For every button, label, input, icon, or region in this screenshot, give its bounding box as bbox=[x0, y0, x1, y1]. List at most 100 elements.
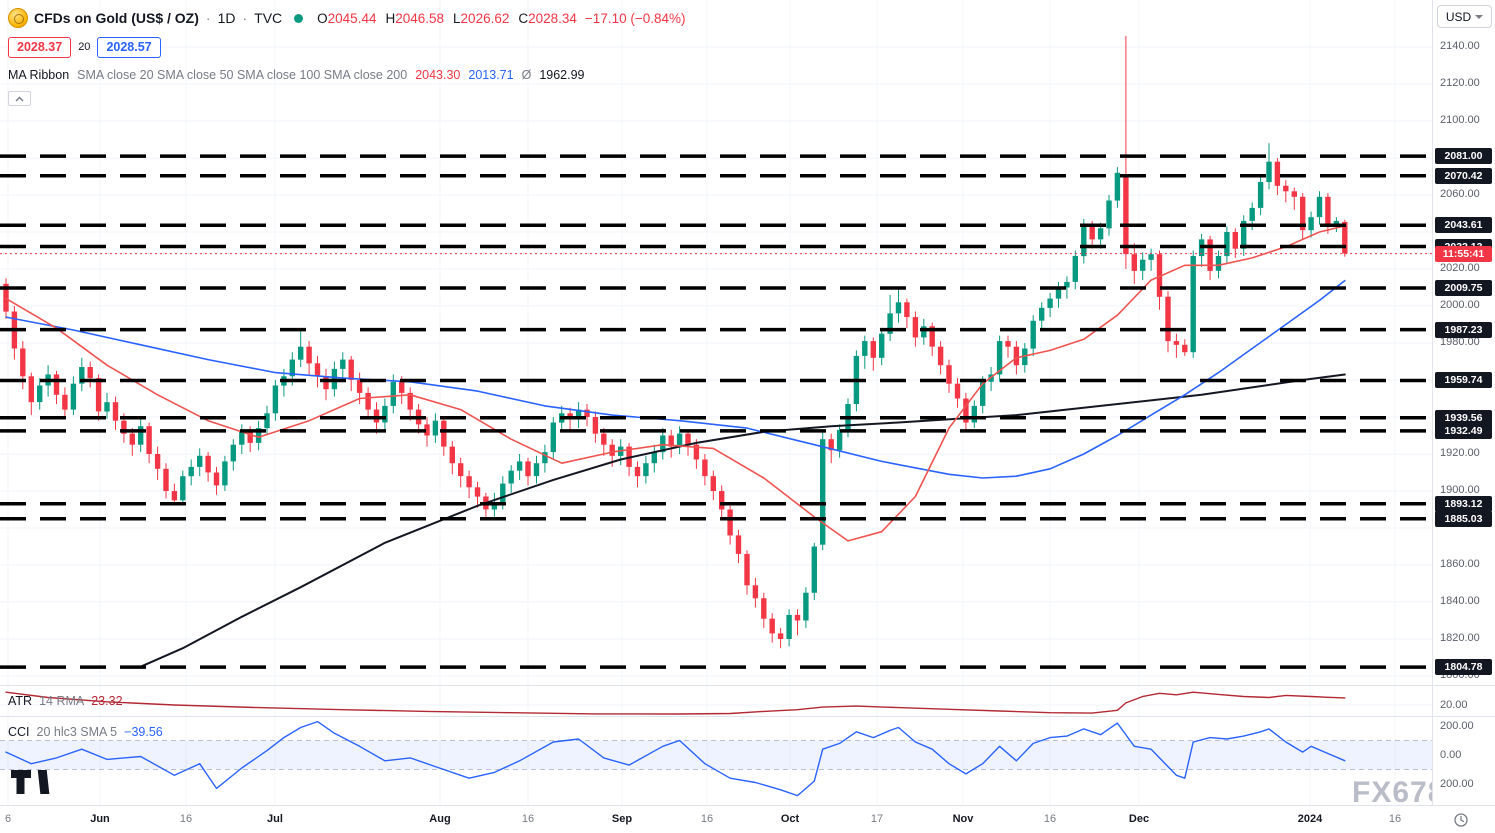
low-value: 2026.62 bbox=[460, 10, 510, 26]
grid-layer bbox=[0, 0, 1432, 805]
cci-title[interactable]: CCI bbox=[8, 725, 30, 739]
pane-separator bbox=[1433, 716, 1495, 717]
ask-price-button[interactable]: 2028.57 bbox=[97, 36, 161, 58]
close-label: C bbox=[518, 10, 529, 26]
symbol-title-row[interactable]: CFDs on Gold (US$ / OZ) · 1D · TVC O2045… bbox=[8, 6, 686, 30]
time-axis-label: 16 bbox=[179, 813, 193, 825]
level-price-badge: 1893.12 bbox=[1435, 495, 1492, 512]
countdown-badge: 11:55:41 bbox=[1435, 245, 1492, 262]
time-axis-label: 17 bbox=[870, 813, 884, 825]
spread-value: 20 bbox=[78, 41, 91, 53]
support-resistance-levels bbox=[0, 154, 1432, 669]
currency-label: USD bbox=[1445, 9, 1472, 24]
price-axis-label: 2060.00 bbox=[1440, 188, 1480, 201]
atr-title[interactable]: ATR bbox=[8, 694, 33, 708]
level-price-badge: 1885.03 bbox=[1435, 510, 1492, 527]
separator: · bbox=[205, 10, 211, 26]
price-axis-label: 2140.00 bbox=[1440, 40, 1480, 53]
cci-value: −39.56 bbox=[124, 725, 163, 739]
currency-dropdown[interactable]: USD bbox=[1437, 5, 1492, 28]
time-axis-label: 16 bbox=[521, 813, 535, 825]
cci-axis-label: 200.00 bbox=[1440, 719, 1474, 732]
price-axis-label: 1840.00 bbox=[1440, 595, 1480, 608]
price-chart-canvas[interactable] bbox=[0, 0, 1432, 805]
separator: · bbox=[242, 10, 248, 26]
sma20-value: 2043.30 bbox=[415, 68, 461, 82]
atr-axis-label: 20.00 bbox=[1440, 698, 1468, 711]
sma20-line bbox=[5, 225, 1346, 542]
time-axis-label: Oct bbox=[780, 813, 800, 825]
pane-separator bbox=[1433, 685, 1495, 686]
price-axis-label: 1860.00 bbox=[1440, 558, 1480, 571]
symbol-title[interactable]: CFDs on Gold (US$ / OZ) bbox=[34, 10, 199, 26]
close-value: 2028.34 bbox=[528, 10, 577, 26]
level-price-badge: 1939.56 bbox=[1435, 409, 1492, 426]
tradingview-logo[interactable] bbox=[10, 768, 50, 801]
low-label: L bbox=[453, 10, 461, 26]
time-axis-label: Aug bbox=[429, 813, 451, 825]
level-price-badge: 1987.23 bbox=[1435, 321, 1492, 338]
time-axis-label: Sep bbox=[611, 813, 633, 825]
sma200-line bbox=[139, 373, 1346, 668]
high-label: H bbox=[385, 10, 396, 26]
cci-params: 20 hlc3 SMA 5 bbox=[36, 725, 118, 739]
price-axis-label: 2000.00 bbox=[1440, 299, 1480, 312]
time-axis-label: 6 bbox=[4, 813, 12, 825]
gold-coin-icon bbox=[8, 8, 28, 28]
atr-line bbox=[5, 691, 1346, 715]
market-status-dot[interactable] bbox=[294, 13, 304, 23]
time-axis-label: Nov bbox=[952, 813, 974, 825]
cci-band bbox=[0, 740, 1432, 770]
open-label: O bbox=[317, 10, 328, 26]
price-axis-label: 1900.00 bbox=[1440, 484, 1480, 497]
price-axis-label: 1820.00 bbox=[1440, 632, 1480, 645]
cci-axis-label: 0.00 bbox=[1440, 748, 1462, 761]
change-readout: −17.10 (−0.84%) bbox=[584, 10, 686, 26]
time-axis[interactable]: 6 Jun 16 Jul Aug 16 Sep 16 Oct 17 Nov 16 Dec 2024 16 bbox=[0, 805, 1495, 833]
price-axis-label: 2100.00 bbox=[1440, 114, 1480, 127]
cci-axis-label: 200.00 bbox=[1440, 777, 1474, 790]
time-axis-label: 16 bbox=[1388, 813, 1402, 825]
time-axis-labels: 6 Jun 16 Jul Aug 16 Sep 16 Oct 17 Nov 16 Dec 2024 16 bbox=[0, 806, 1432, 833]
ma-ribbon-params: SMA close 20 SMA close 50 SMA close 100 … bbox=[77, 68, 408, 82]
bid-ask-row: 2028.37 20 2028.57 bbox=[8, 36, 686, 58]
price-axis-label: 2120.00 bbox=[1440, 77, 1480, 90]
candles-layer bbox=[3, 35, 1348, 649]
price-axis-label: 2020.00 bbox=[1440, 262, 1480, 275]
time-axis-label: 2024 bbox=[1297, 813, 1323, 825]
price-axis[interactable]: USD 2140.00 2120.00 2100.00 2060.00 2020.00 2… bbox=[1432, 0, 1495, 805]
level-price-badge: 1959.74 bbox=[1435, 372, 1492, 389]
exchange: TVC bbox=[254, 10, 283, 26]
chevron-down-icon bbox=[1475, 14, 1484, 19]
time-axis-label: 16 bbox=[1043, 813, 1057, 825]
chart-legend: CFDs on Gold (US$ / OZ) · 1D · TVC O2045… bbox=[8, 6, 686, 106]
level-price-badge: 2070.42 bbox=[1435, 167, 1492, 184]
time-axis-label: Dec bbox=[1128, 813, 1150, 825]
ma-ribbon-title[interactable]: MA Ribbon bbox=[8, 68, 70, 82]
price-axis-label: 1920.00 bbox=[1440, 447, 1480, 460]
level-price-badge: 2081.00 bbox=[1435, 148, 1492, 165]
level-price-badge: 1804.78 bbox=[1435, 659, 1492, 676]
collapse-legend-button[interactable] bbox=[8, 91, 31, 106]
time-axis-label: 16 bbox=[700, 813, 714, 825]
timezone-clock-icon[interactable] bbox=[1453, 812, 1469, 828]
timeframe: 1D bbox=[217, 10, 236, 26]
average-symbol: Ø bbox=[521, 68, 532, 82]
time-axis-label: Jun bbox=[90, 813, 110, 825]
sma50-value: 2013.71 bbox=[468, 68, 514, 82]
level-price-badge: 1932.49 bbox=[1435, 422, 1492, 439]
bid-price-button[interactable]: 2028.37 bbox=[8, 36, 72, 58]
atr-value: 23.32 bbox=[91, 694, 123, 708]
chart-region[interactable]: CFDs on Gold (US$ / OZ) · 1D · TVC O2045… bbox=[0, 0, 1432, 805]
atr-legend[interactable]: ATR 14 RMA 23.32 bbox=[8, 694, 123, 708]
level-price-badge: 2043.61 bbox=[1435, 217, 1492, 234]
ma-ribbon-legend[interactable]: MA Ribbon SMA close 20 SMA close 50 SMA … bbox=[8, 66, 686, 84]
chevron-up-icon bbox=[15, 96, 24, 101]
high-value: 2046.58 bbox=[395, 10, 445, 26]
ohlc-readout: O2045.44 H2046.58 L2026.62 C2028.34 bbox=[317, 11, 577, 26]
time-axis-label: Jul bbox=[267, 813, 283, 825]
cci-legend[interactable]: CCI 20 hlc3 SMA 5 −39.56 bbox=[8, 725, 163, 739]
cci-line bbox=[5, 720, 1346, 797]
price-axis-label: 1980.00 bbox=[1440, 336, 1480, 349]
